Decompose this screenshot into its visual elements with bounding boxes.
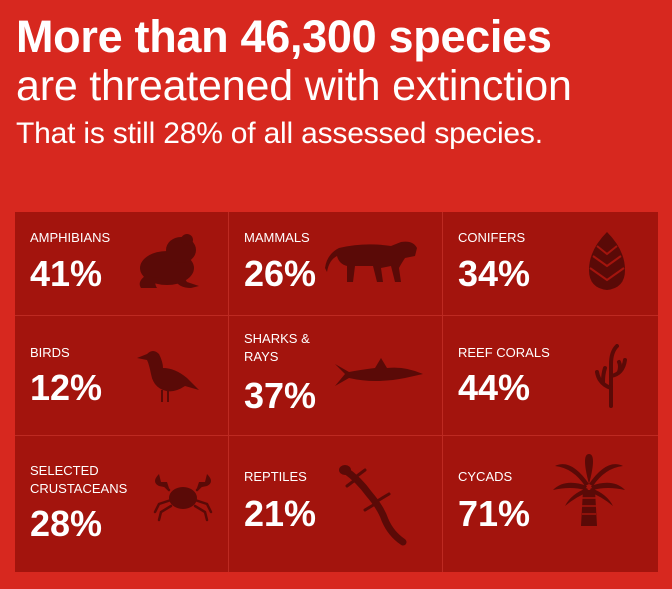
- tile-label: BIRDS: [30, 345, 70, 360]
- tile-label: REPTILES: [244, 469, 307, 484]
- tile-label: CYCADS: [458, 469, 513, 484]
- tile-percent: 71%: [458, 493, 531, 534]
- tile-percent: 21%: [244, 493, 317, 534]
- tiger-icon: [325, 238, 421, 286]
- tile-percent: 28%: [30, 503, 103, 544]
- tile-conifers: CONIFERS 34%: [443, 212, 658, 316]
- tile-percent: 12%: [30, 367, 103, 408]
- tile-percent: 26%: [244, 253, 317, 294]
- frog-icon: [135, 232, 203, 290]
- tile-sharks-rays: SHARKS & RAYS 37%: [229, 316, 443, 436]
- tile-label: CONIFERS: [458, 230, 526, 245]
- tile-label: REEF CORALS: [458, 345, 550, 360]
- cycad-icon: [551, 454, 627, 528]
- tile-label: AMPHIBIANS: [30, 230, 111, 245]
- bird-icon: [135, 346, 201, 404]
- lizard-icon: [339, 464, 411, 546]
- pinecone-icon: [585, 230, 629, 292]
- species-grid: AMPHIBIANS 41% MAMMALS 26%: [15, 212, 658, 572]
- headline-subtitle: are threatened with extinction: [16, 62, 572, 110]
- tile-birds: BIRDS 12%: [15, 316, 229, 436]
- tile-percent: 41%: [30, 253, 103, 294]
- tile-reptiles: REPTILES 21%: [229, 436, 443, 572]
- tile-amphibians: AMPHIBIANS 41%: [15, 212, 229, 316]
- tile-crustaceans: SELECTED CRUSTACEANS 28%: [15, 436, 229, 572]
- tile-mammals: MAMMALS 26%: [229, 212, 443, 316]
- tile-label: MAMMALS: [244, 230, 310, 245]
- tile-percent: 44%: [458, 367, 531, 408]
- headline-note: That is still 28% of all assessed specie…: [16, 117, 543, 150]
- shark-icon: [335, 356, 425, 390]
- tile-percent: 34%: [458, 253, 531, 294]
- headline: More than 46,300 species are threatened …: [16, 10, 666, 154]
- tile-label: SELECTED CRUSTACEANS: [30, 463, 128, 496]
- coral-icon: [593, 344, 629, 408]
- headline-title: More than 46,300 species: [16, 11, 552, 62]
- tile-label: SHARKS & RAYS: [244, 331, 310, 364]
- tile-reef-corals: REEF CORALS 44%: [443, 316, 658, 436]
- tile-cycads: CYCADS 71%: [443, 436, 658, 572]
- crab-icon: [151, 470, 215, 524]
- tile-percent: 37%: [244, 375, 317, 416]
